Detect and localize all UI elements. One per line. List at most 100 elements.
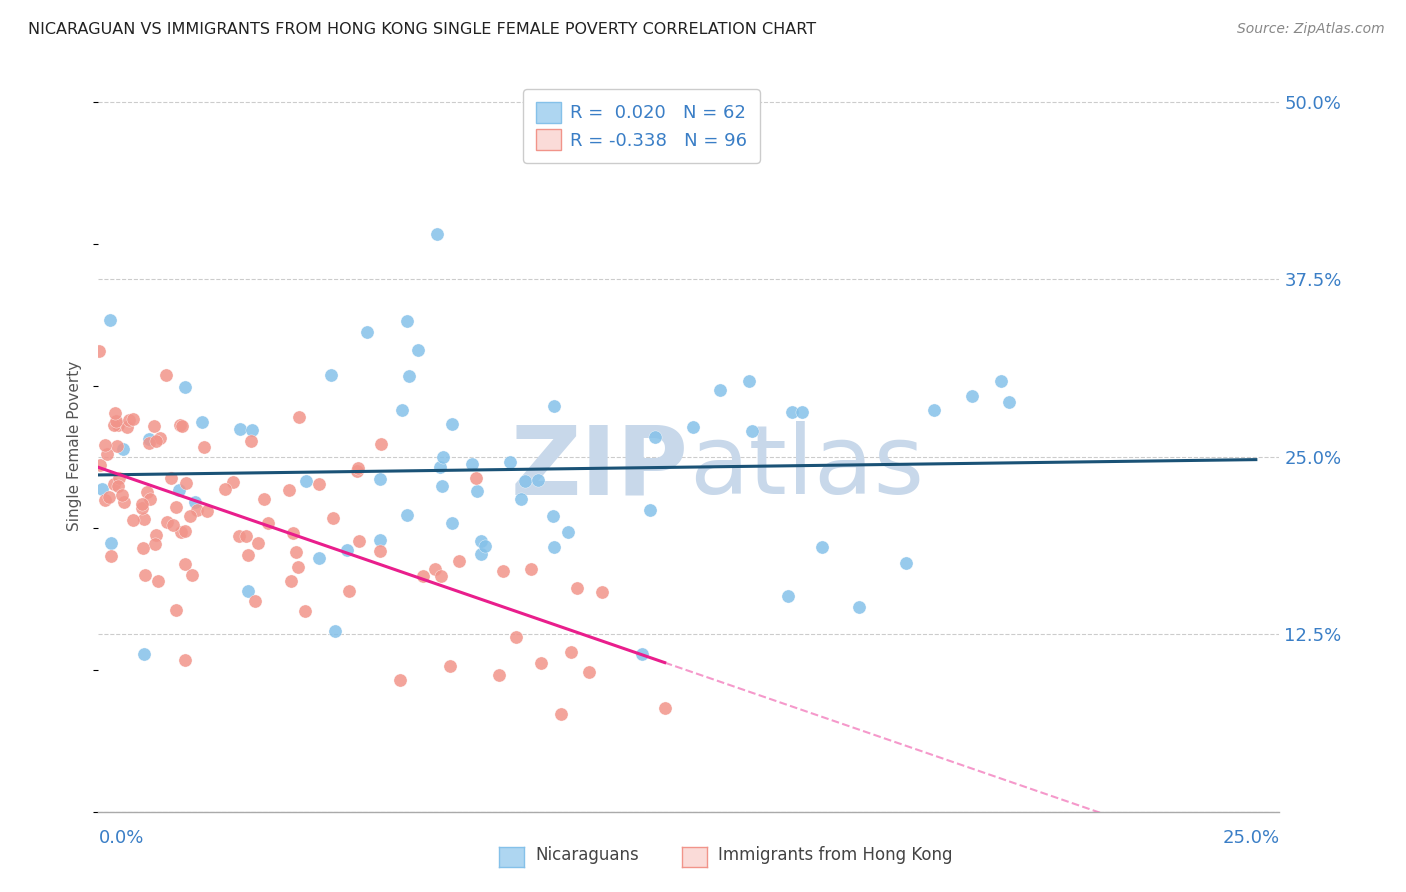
Point — [156, 516, 179, 530]
Point — [464, 471, 486, 485]
Point — [91, 482, 114, 496]
Point — [543, 540, 565, 554]
Text: 25.0%: 25.0% — [1222, 829, 1279, 847]
Point — [284, 544, 307, 558]
Point — [174, 524, 197, 538]
Point — [179, 509, 201, 524]
Point — [349, 534, 371, 549]
Point — [117, 413, 139, 427]
Point — [308, 476, 330, 491]
Point — [288, 410, 311, 425]
Text: 0.0%: 0.0% — [98, 829, 143, 847]
Point — [89, 458, 111, 472]
Point — [578, 665, 600, 679]
Point — [184, 494, 207, 508]
Point — [682, 420, 704, 434]
Point — [96, 447, 118, 461]
Text: NICARAGUAN VS IMMIGRANTS FROM HONG KONG SINGLE FEMALE POVERTY CORRELATION CHART: NICARAGUAN VS IMMIGRANTS FROM HONG KONG … — [28, 22, 817, 37]
Point — [100, 536, 122, 550]
Point — [155, 368, 177, 382]
Point — [391, 403, 413, 417]
Point — [115, 419, 138, 434]
Point — [406, 343, 429, 358]
Point — [253, 491, 276, 506]
Point — [159, 471, 181, 485]
Point — [370, 437, 392, 451]
Point — [543, 399, 565, 413]
Point — [165, 500, 187, 514]
Point — [143, 536, 166, 550]
Point — [132, 541, 155, 555]
Point — [356, 325, 378, 339]
Point — [136, 484, 159, 499]
Point — [412, 569, 434, 583]
Point — [162, 518, 184, 533]
Point — [432, 450, 454, 464]
Point — [396, 508, 419, 522]
Point — [470, 534, 492, 549]
Point — [172, 418, 194, 433]
Point — [131, 497, 153, 511]
Point — [107, 479, 129, 493]
Point — [195, 503, 218, 517]
Point — [346, 464, 368, 478]
Point — [811, 540, 834, 554]
Text: Nicaraguans: Nicaraguans — [536, 846, 640, 863]
Point — [235, 529, 257, 543]
Point — [368, 472, 391, 486]
Point — [441, 417, 464, 431]
Point — [287, 560, 309, 574]
Point — [145, 527, 167, 541]
Point — [277, 483, 299, 497]
Point — [630, 648, 652, 662]
Point — [214, 482, 236, 496]
Y-axis label: Single Female Poverty: Single Female Poverty — [67, 361, 83, 531]
Point — [308, 550, 330, 565]
Point — [134, 567, 156, 582]
Point — [222, 475, 245, 490]
Point — [149, 432, 172, 446]
Point — [780, 405, 803, 419]
Point — [148, 574, 170, 588]
Point — [461, 458, 484, 472]
Point — [131, 501, 153, 516]
Point — [960, 389, 983, 403]
Point — [174, 558, 197, 572]
Point — [530, 656, 553, 670]
Point — [449, 554, 471, 568]
Point — [247, 535, 270, 549]
Point — [505, 630, 527, 644]
Point — [138, 436, 160, 450]
Point — [139, 491, 162, 506]
Point — [848, 599, 870, 614]
Point — [191, 415, 214, 429]
Point — [280, 574, 302, 589]
Point — [103, 477, 125, 491]
Point — [395, 314, 418, 328]
Point — [281, 526, 304, 541]
Point — [492, 564, 515, 578]
Point — [257, 516, 280, 530]
Point — [105, 439, 128, 453]
Point — [499, 455, 522, 469]
Text: Immigrants from Hong Kong: Immigrants from Hong Kong — [718, 846, 953, 863]
Point — [541, 508, 564, 523]
Point — [181, 567, 204, 582]
Point — [520, 562, 543, 576]
Text: atlas: atlas — [689, 421, 924, 515]
Legend: R =  0.020   N = 62, R = -0.338   N = 96: R = 0.020 N = 62, R = -0.338 N = 96 — [523, 89, 761, 162]
Point — [98, 490, 121, 504]
Point — [515, 474, 537, 488]
Point — [193, 440, 215, 454]
Point — [738, 374, 761, 388]
Point — [322, 511, 344, 525]
Point — [294, 604, 316, 618]
Point — [488, 668, 510, 682]
Point — [465, 484, 488, 499]
Point — [176, 475, 198, 490]
Point — [165, 603, 187, 617]
Point — [550, 706, 572, 721]
Point — [591, 585, 613, 599]
Point — [429, 568, 451, 582]
Point — [93, 438, 115, 452]
